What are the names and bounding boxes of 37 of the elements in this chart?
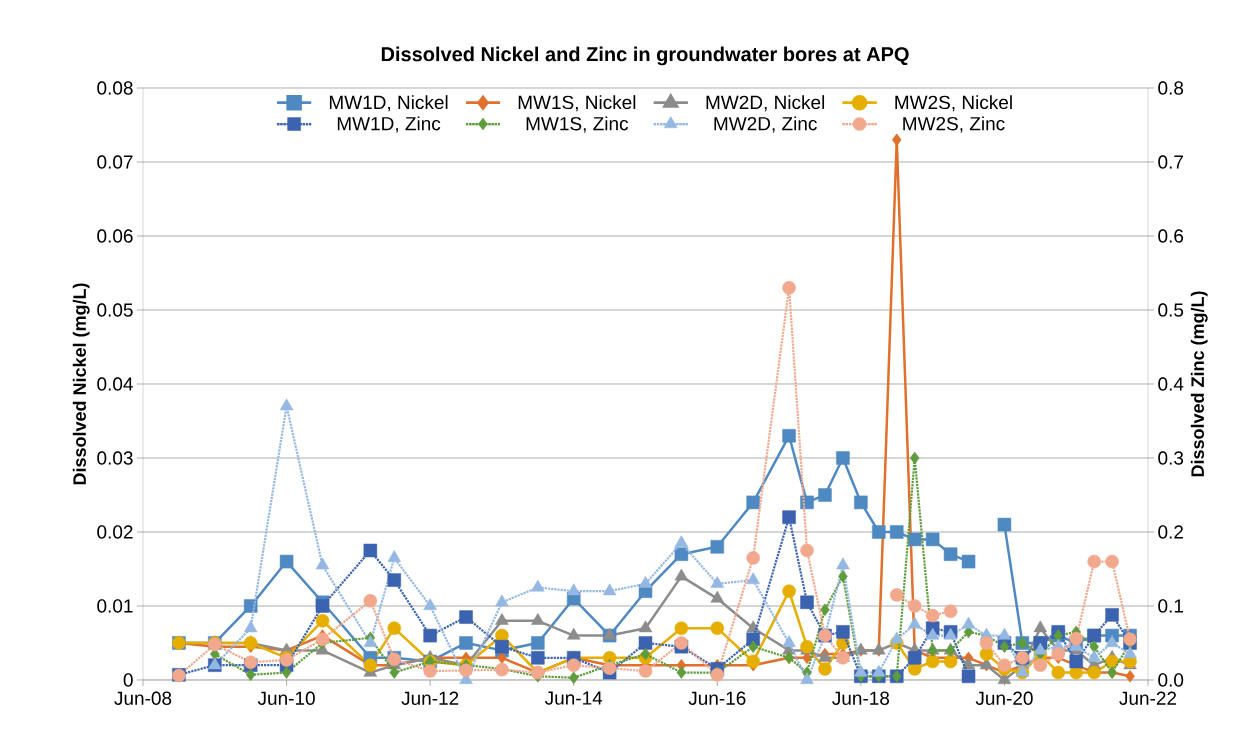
legend-label: MW1D, Zinc (337, 116, 441, 133)
y2-tick-label: 0.3 (1158, 451, 1184, 465)
y2-tick-label: 0.8 (1158, 81, 1184, 95)
y-tick-label: 0.06 (97, 229, 133, 243)
y2-tick-label: 0.1 (1158, 599, 1183, 613)
y2-tick-label: 0.6 (1158, 229, 1184, 243)
x-tick-label: Jun-14 (544, 691, 603, 705)
x-tick-label: Jun-22 (1119, 691, 1177, 705)
legend-label: MW1S, Zinc (526, 116, 629, 133)
y-tick-label: 0.03 (97, 451, 133, 465)
y-tick-label: 0.07 (97, 155, 133, 169)
legend-label: MW1S, Nickel (518, 95, 636, 112)
x-tick-label: Jun-16 (688, 691, 746, 705)
y-tick-label: 0.04 (97, 377, 133, 391)
y-tick-label: 0.02 (97, 525, 133, 539)
legend-label: MW2S, Nickel (895, 95, 1012, 112)
y-tick-label: 0 (123, 673, 133, 687)
legend-label: MW1D, Nickel (329, 95, 448, 112)
y2-tick-label: 0.2 (1158, 525, 1183, 539)
y2-tick-label: 0.5 (1158, 303, 1184, 317)
y-axis-title: Dissolved Nickel (mg/L) (72, 283, 90, 485)
y-tick-label: 0.01 (97, 599, 133, 613)
x-tick-label: Jun-12 (401, 691, 459, 705)
y2-tick-label: 0.0 (1158, 673, 1184, 687)
legend-label: MW2D, Nickel (706, 95, 825, 112)
y-tick-label: 0.08 (97, 81, 133, 95)
y2-tick-label: 0.4 (1158, 377, 1184, 391)
x-tick-label: Jun-18 (832, 691, 890, 705)
y2-tick-label: 0.7 (1158, 155, 1183, 169)
y-tick-label: 0.05 (97, 303, 133, 317)
x-tick-label: Jun-08 (114, 691, 172, 705)
legend-label: MW2S, Zinc (903, 116, 1005, 133)
legend-label: MW2D, Zinc (714, 116, 817, 133)
x-tick-label: Jun-10 (257, 691, 315, 705)
y2-axis-title: Dissolved Zinc (mg/L) (1190, 291, 1208, 477)
x-tick-label: Jun-20 (975, 691, 1033, 705)
chart-title: Dissolved Nickel and Zinc in groundwater bores at APQ (381, 46, 909, 66)
